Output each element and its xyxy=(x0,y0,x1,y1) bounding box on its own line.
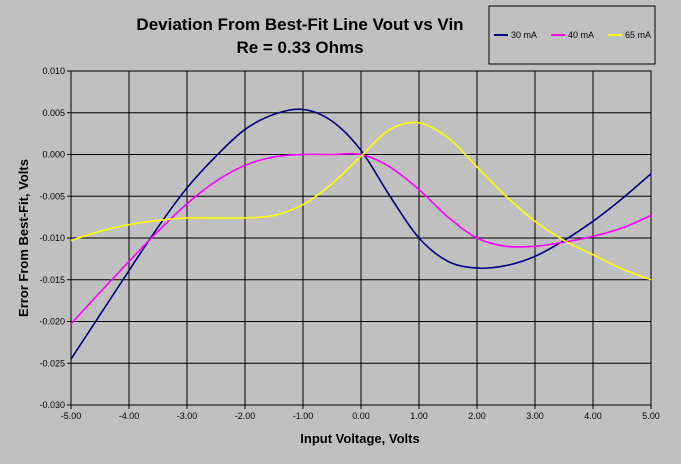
legend: 30 mA 40 mA 65 mA xyxy=(488,5,656,65)
y-tick-label: -0.020 xyxy=(39,317,65,327)
series-line-2 xyxy=(70,121,652,281)
y-tick-label: 0.000 xyxy=(42,150,65,160)
y-tick-label: -0.030 xyxy=(39,400,65,410)
chart-title-group: Deviation From Best-Fit Line Vout vs Vin… xyxy=(136,15,463,57)
x-tick-label: 1.00 xyxy=(410,411,428,421)
x-tick-label: -3.00 xyxy=(177,411,198,421)
x-tick-label: 3.00 xyxy=(526,411,544,421)
series-layer xyxy=(70,108,652,360)
y-tick-label: -0.010 xyxy=(39,233,65,243)
chart-subtitle: Re = 0.33 Ohms xyxy=(236,38,363,57)
y-axis-title: Error From Best-Fit, Volts xyxy=(16,159,31,317)
y-tick-label: -0.005 xyxy=(39,191,65,201)
chart-title: Deviation From Best-Fit Line Vout vs Vin xyxy=(136,15,463,34)
x-tick-label: -2.00 xyxy=(235,411,256,421)
legend-items: 30 mA 40 mA 65 mA xyxy=(494,30,651,40)
x-tick-label: 2.00 xyxy=(468,411,486,421)
x-tick-label: -4.00 xyxy=(119,411,140,421)
x-tick-label: 5.00 xyxy=(642,411,660,421)
x-tick-label: -1.00 xyxy=(293,411,314,421)
legend-box xyxy=(488,5,656,65)
tick-layer: -5.00 -4.00 -3.00 -2.00 -1.00 0.00 1.00 2.00 3.0… xyxy=(39,66,659,421)
x-tick-label: 4.00 xyxy=(584,411,602,421)
legend-label-2: 65 mA xyxy=(625,30,651,40)
series-line-0 xyxy=(70,108,652,360)
legend-label-1: 40 mA xyxy=(568,30,594,40)
x-axis-title: Input Voltage, Volts xyxy=(300,431,419,446)
y-tick-label: -0.015 xyxy=(39,275,65,285)
series-line-1 xyxy=(70,152,652,325)
y-tick-label: 0.010 xyxy=(42,66,65,76)
x-tick-label: -5.00 xyxy=(61,411,82,421)
legend-label-0: 30 mA xyxy=(511,30,537,40)
x-tick-label: 0.00 xyxy=(352,411,370,421)
y-tick-label: 0.005 xyxy=(42,108,65,118)
y-tick-label: -0.025 xyxy=(39,358,65,368)
